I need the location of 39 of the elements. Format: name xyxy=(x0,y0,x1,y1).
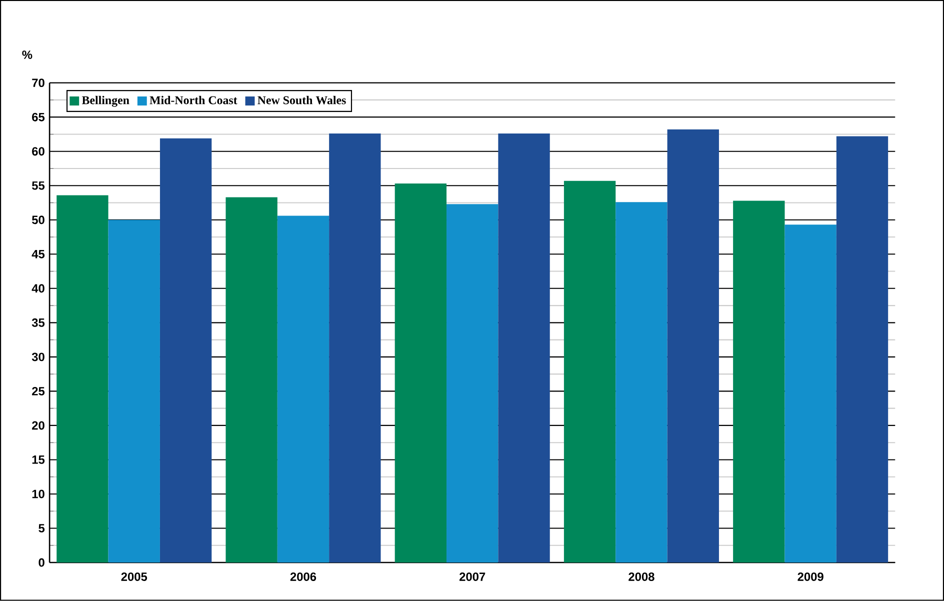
bar xyxy=(394,184,447,563)
y-tick-label: 55 xyxy=(32,182,45,190)
y-tick-label: 25 xyxy=(32,387,45,396)
bar xyxy=(446,204,498,563)
bar xyxy=(329,134,381,563)
x-tick-label: 2009 xyxy=(798,572,824,582)
bar xyxy=(160,138,212,563)
bar xyxy=(564,180,616,563)
y-tick-label: 65 xyxy=(32,112,45,122)
x-tick-label: 2007 xyxy=(459,572,486,582)
y-tick-label: 30 xyxy=(32,352,44,362)
legend-label: New South Wales xyxy=(258,96,346,104)
y-tick-label: 50 xyxy=(32,216,44,224)
bar xyxy=(784,224,836,563)
bar xyxy=(836,136,888,563)
y-tick-label: 45 xyxy=(32,250,45,258)
bar xyxy=(616,202,668,563)
y-tick-label: 40 xyxy=(32,284,44,293)
bar xyxy=(226,197,278,563)
bar xyxy=(277,216,330,563)
legend-label: Mid-North Coast xyxy=(150,96,238,104)
legend-label: Bellingen xyxy=(82,96,130,107)
y-tick-label: 60 xyxy=(32,147,44,156)
y-tick-label: 0 xyxy=(38,558,44,567)
y-tick-label: 15 xyxy=(32,456,45,464)
y-tick-label: 70 xyxy=(32,78,44,88)
y-tick-label: 5 xyxy=(38,524,45,533)
bar xyxy=(56,195,108,563)
bar xyxy=(108,220,160,563)
x-tick-label: 2005 xyxy=(121,572,148,582)
bar xyxy=(498,134,550,563)
bar xyxy=(733,200,785,563)
y-tick-label: 35 xyxy=(32,318,45,328)
bar xyxy=(667,130,719,563)
y-axis-title: % xyxy=(22,50,32,60)
y-tick-label: 20 xyxy=(32,421,44,430)
x-tick-label: 2006 xyxy=(290,572,316,582)
y-tick-label: 10 xyxy=(32,490,44,498)
x-tick-label: 2008 xyxy=(628,572,654,582)
